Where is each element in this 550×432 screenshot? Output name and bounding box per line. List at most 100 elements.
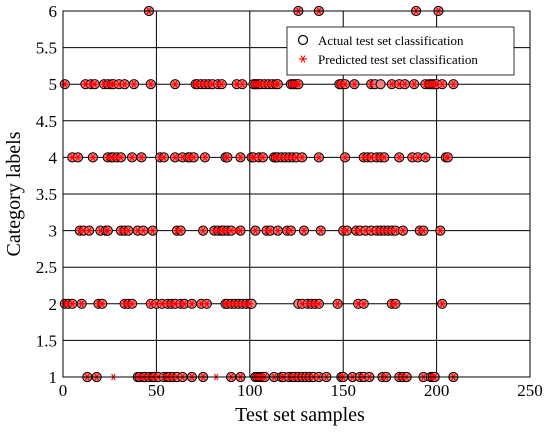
y-tick-label: 4 (49, 148, 58, 167)
y-tick-label: 6 (49, 2, 58, 21)
legend: Actual test set classification Predicted… (286, 26, 515, 76)
x-tick-label: 100 (237, 381, 263, 400)
predicted-point (147, 80, 155, 88)
predicted-point (236, 154, 245, 161)
predicted-point (130, 80, 138, 88)
predicted-point (160, 154, 168, 161)
predicted-point (128, 300, 136, 308)
legend-actual-marker (297, 34, 309, 46)
x-tick-label: 0 (59, 381, 68, 400)
y-tick-label: 3 (49, 222, 58, 241)
predicted-point (438, 80, 446, 88)
x-tick-label: 200 (424, 381, 450, 400)
predicted-point (317, 227, 325, 234)
legend-actual-label: Actual test set classification (318, 33, 464, 48)
legend-predicted-marker (299, 55, 307, 63)
predicted-point (414, 154, 422, 161)
predicted-point (274, 227, 282, 234)
predicted-point (419, 227, 428, 234)
predicted-point (341, 154, 349, 161)
predicted-point (287, 227, 295, 234)
predicted-point (218, 80, 226, 88)
predicted-point (380, 154, 388, 161)
predicted-point (98, 300, 106, 308)
predicted-point (74, 154, 82, 161)
predicted-point (300, 227, 308, 234)
predicted-point (343, 227, 351, 234)
predicted-point (201, 154, 209, 161)
y-tick-label: 2.5 (36, 258, 57, 277)
predicted-point (149, 227, 157, 234)
predicted-point (395, 154, 403, 161)
predicted-point (104, 227, 112, 234)
predicted-point (223, 154, 231, 161)
predicted-point (188, 300, 196, 308)
predicted-point (399, 227, 407, 234)
actual-point (375, 79, 386, 90)
predicted-point (367, 80, 375, 88)
x-axis-title: Test set samples (235, 404, 365, 426)
y-tick-label: 1.5 (36, 331, 57, 350)
y-tick-label: 3.5 (36, 185, 57, 204)
predicted-point (128, 154, 136, 161)
predicted-point (117, 154, 125, 161)
predicted-point (180, 300, 189, 308)
y-tick-label: 1 (49, 368, 58, 387)
predicted-point (388, 80, 396, 88)
predicted-point (444, 154, 452, 161)
y-tick-labels: 1 1.5 2 2.5 3 3.5 4 4.5 5 5.5 6 (36, 2, 58, 387)
predicted-point (274, 80, 282, 88)
predicted-point (203, 300, 211, 308)
predicted-point (91, 80, 99, 88)
legend-predicted-label: Predicted test set classification (318, 52, 478, 67)
predicted-point (333, 300, 342, 308)
predicted-point (171, 80, 179, 88)
predicted-point (89, 154, 97, 161)
predicted-point (350, 80, 359, 88)
y-tick-label: 4.5 (36, 112, 57, 131)
predicted-point (259, 154, 267, 161)
predicted-point (315, 300, 323, 308)
predicted-point (449, 80, 458, 88)
predicted-point (238, 80, 246, 88)
x-tick-labels: 0 50 100 150 200 250 (59, 381, 543, 400)
predicted-point (78, 300, 86, 308)
predicted-point (391, 227, 400, 234)
predicted-point (199, 227, 207, 234)
predicted-point (315, 154, 323, 161)
y-tick-label: 5 (49, 75, 58, 94)
predicted-point (341, 80, 349, 88)
predicted-point (85, 227, 93, 234)
x-tick-label: 50 (148, 381, 165, 400)
predicted-point (438, 300, 446, 308)
predicted-point (436, 227, 444, 234)
predicted-point (171, 154, 179, 161)
predicted-point (294, 80, 302, 88)
x-tick-label: 150 (330, 381, 356, 400)
predicted-point (391, 300, 400, 308)
predicted-point (251, 227, 260, 234)
predicted-point (190, 154, 198, 161)
plot-frame (62, 10, 531, 378)
predicted-point (266, 227, 274, 234)
predicted-point (360, 300, 368, 308)
predicted-point (246, 300, 254, 308)
predicted-point (124, 227, 132, 234)
predicted-point (236, 227, 245, 234)
y-axis-title: Category labels (3, 131, 25, 256)
predicted-point (137, 154, 146, 161)
y-tick-label: 2 (49, 295, 58, 314)
predicted-point (410, 80, 418, 88)
predicted-point (421, 154, 429, 161)
predicted-point (139, 227, 147, 234)
predicted-point (177, 227, 185, 234)
predicted-point (401, 80, 409, 88)
legend-asterisk (299, 55, 307, 63)
predicted-point (61, 80, 69, 88)
x-tick-label: 250 (517, 381, 543, 400)
predicted-point (298, 154, 306, 161)
predicted-point (68, 300, 76, 308)
predicted-point (121, 80, 129, 88)
y-tick-label: 5.5 (36, 39, 57, 58)
